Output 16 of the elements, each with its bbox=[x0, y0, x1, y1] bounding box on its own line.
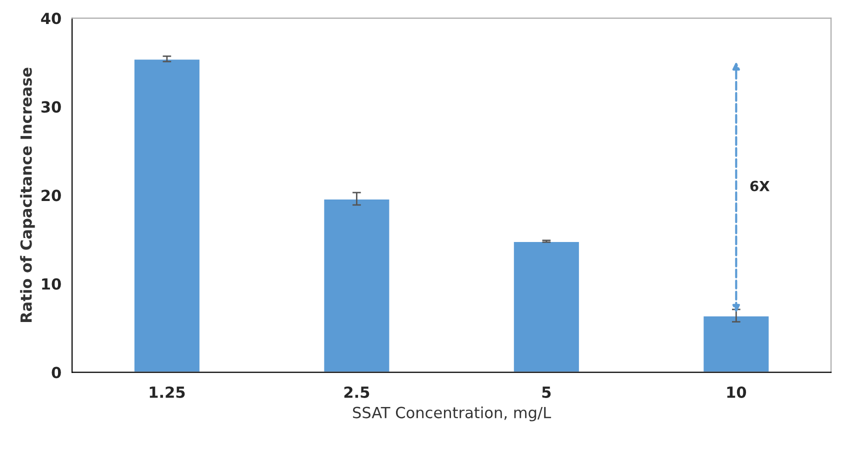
y-axis-title: Ratio of Capacitance Increase bbox=[20, 68, 35, 322]
x-tick-label: 10 bbox=[727, 386, 746, 398]
y-tick-label: 10 bbox=[42, 278, 61, 290]
bar bbox=[322, 198, 391, 372]
y-tick-label: 0 bbox=[52, 366, 61, 378]
x-tick-label: 5 bbox=[542, 386, 551, 398]
y-tick-label: 20 bbox=[42, 190, 61, 202]
x-tick-label: 2.5 bbox=[344, 386, 370, 398]
y-tick-label: 40 bbox=[41, 12, 61, 24]
bar bbox=[512, 240, 580, 372]
annotation: 6X bbox=[750, 180, 770, 192]
y-tick-label: 30 bbox=[41, 101, 61, 113]
x-axis-title: SSAT Concentration, mg/L bbox=[352, 406, 552, 422]
bar bbox=[133, 58, 201, 372]
x-tick-label: 1.25 bbox=[150, 386, 185, 398]
bar bbox=[702, 314, 770, 372]
